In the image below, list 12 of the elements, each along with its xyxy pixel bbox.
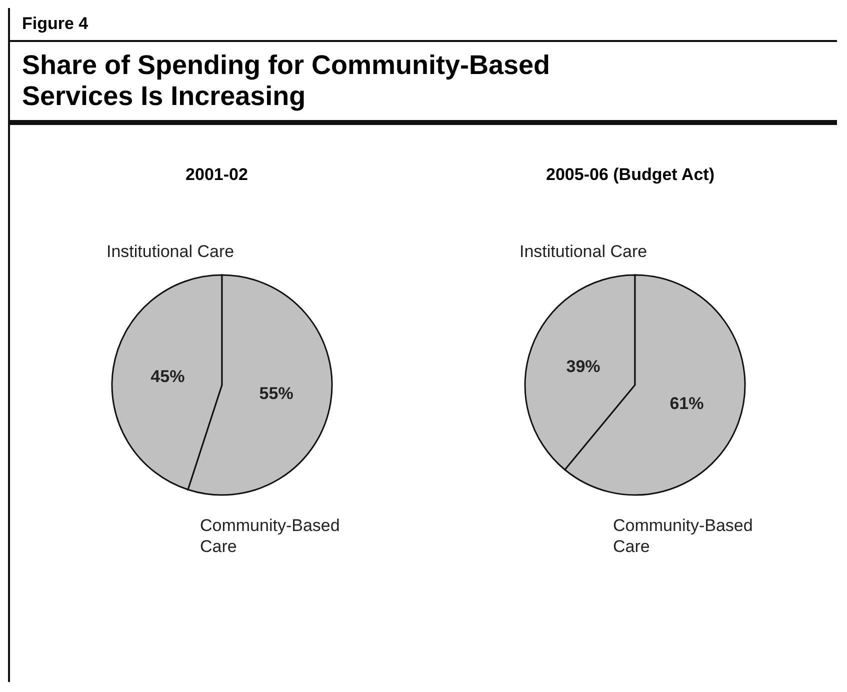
slice-label: Community-Based Care (200, 516, 340, 556)
slice-label: Institutional Care (106, 242, 234, 261)
slice-label: Institutional Care (520, 242, 648, 261)
data-label: 61% (670, 394, 704, 414)
slice-label: Community-Based Care (613, 516, 754, 556)
data-label: 55% (259, 384, 294, 404)
text: Share of Spending for Community-Based Services Is Increasing (22, 50, 552, 112)
data-label: 45% (150, 366, 184, 386)
chart-title: 2001-02 (184, 164, 249, 186)
chart-title: 2005-06 (Budget Act) (545, 164, 716, 186)
data-label: 39% (566, 356, 601, 376)
caption: Figure 4 (10, 8, 837, 42)
